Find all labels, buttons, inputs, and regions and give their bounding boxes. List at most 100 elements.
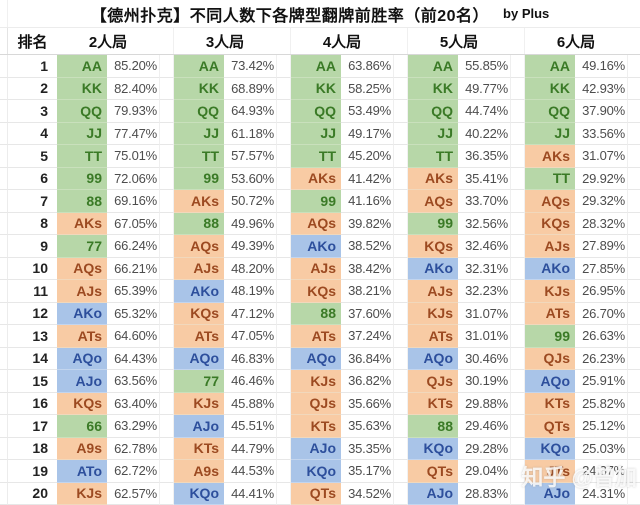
hand-cell: KQo [408, 437, 458, 460]
hand-cell: KK [57, 77, 107, 100]
table-row: 18 A9s 62.78% KTs 44.79% AJo 35.35% KQo 29.28% KQ… [0, 437, 640, 460]
winrate-cell: 37.90% [575, 100, 628, 123]
winrate-cell: 25.82% [575, 392, 628, 415]
winrate-cell: 32.56% [458, 212, 511, 235]
hand-cell: TT [174, 145, 224, 168]
hand-cell: 88 [408, 415, 458, 438]
hand-cell: 99 [291, 190, 341, 213]
winrate-cell: 41.16% [341, 190, 394, 213]
winrate-cell: 27.85% [575, 257, 628, 280]
hand-cell: AQo [174, 347, 224, 370]
column-separator [160, 145, 174, 168]
winrate-cell: 25.91% [575, 370, 628, 393]
left-gutter [0, 212, 8, 235]
rank-cell: 4 [8, 123, 57, 145]
winrate-cell: 25.12% [575, 415, 628, 438]
hand-cell: AQs [291, 212, 341, 235]
hand-cell: AQo [408, 347, 458, 370]
winrate-cell: 29.32% [575, 190, 628, 213]
column-separator [394, 145, 408, 168]
winrate-cell: 32.31% [458, 257, 511, 280]
rank-cell: 16 [8, 393, 57, 415]
column-separator [277, 325, 291, 348]
column-separator [511, 190, 525, 213]
column-separator [628, 78, 640, 100]
winrate-cell: 49.39% [224, 235, 277, 258]
winrate-cell: 64.43% [107, 347, 160, 370]
hand-cell: QQ [291, 100, 341, 123]
group-header-6人局: 6人局 [556, 33, 596, 51]
hand-cell: KK [525, 77, 575, 100]
column-separator [511, 257, 525, 280]
column-separator [628, 123, 640, 145]
column-separator [511, 212, 525, 235]
column-separator [511, 122, 525, 145]
winrate-cell: 64.60% [107, 325, 160, 348]
hand-cell: 99 [525, 325, 575, 348]
column-separator [277, 257, 291, 280]
hand-cell: AQs [174, 235, 224, 258]
column-separator [394, 325, 408, 348]
hand-cell: AJo [408, 482, 458, 505]
winrate-cell: 62.72% [107, 460, 160, 483]
column-separator [394, 437, 408, 460]
winrate-cell: 30.19% [458, 370, 511, 393]
winrate-cell: 37.60% [341, 302, 394, 325]
column-separator [160, 257, 174, 280]
hand-cell: AA [57, 55, 107, 78]
hand-cell: QQ [57, 100, 107, 123]
left-gutter [0, 370, 8, 393]
column-separator [394, 392, 408, 415]
hand-cell: 99 [57, 167, 107, 190]
left-gutter [0, 28, 8, 54]
hand-cell: QTs [291, 482, 341, 505]
winrate-cell: 85.20% [107, 55, 160, 78]
column-separator [511, 235, 525, 258]
column-separator [277, 460, 291, 483]
winrate-cell: 28.83% [458, 482, 511, 505]
column-separator [511, 55, 525, 78]
hand-cell: QJs [291, 392, 341, 415]
hand-cell: A9s [57, 437, 107, 460]
hand-cell: 77 [57, 235, 107, 258]
column-separator [628, 168, 640, 190]
hand-cell: KQs [57, 392, 107, 415]
column-separator [160, 437, 174, 460]
column-separator [511, 280, 525, 303]
winrate-cell: 66.21% [107, 257, 160, 280]
hand-cell: 88 [174, 212, 224, 235]
hand-cell: TT [525, 167, 575, 190]
hand-cell: TT [57, 145, 107, 168]
hand-cell: AA [174, 55, 224, 78]
winrate-cell: 31.07% [458, 302, 511, 325]
column-separator [277, 167, 291, 190]
left-gutter [0, 280, 8, 303]
column-separator [628, 55, 640, 78]
column-separator [160, 55, 174, 78]
winrate-cell: 63.40% [107, 392, 160, 415]
column-separator [394, 415, 408, 438]
winrate-cell: 45.88% [224, 392, 277, 415]
winrate-cell: 29.04% [458, 460, 511, 483]
table-row: 9 77 66.24% AQs 49.39% AKo 38.52% KQs 32.46% AJs 2… [0, 235, 640, 258]
left-gutter [0, 392, 8, 415]
winrate-cell: 44.41% [224, 482, 277, 505]
table-row: 13 ATs 64.60% ATs 47.05% ATs 37.24% ATs 31.01% 99… [0, 325, 640, 348]
rank-column-header: 排名 [17, 33, 48, 51]
column-separator [160, 302, 174, 325]
winrate-cell: 63.29% [107, 415, 160, 438]
winrate-cell: 48.20% [224, 257, 277, 280]
hand-cell: AQs [57, 257, 107, 280]
rank-cell: 8 [8, 213, 57, 235]
winrate-cell: 47.12% [224, 302, 277, 325]
hand-cell: ATs [525, 302, 575, 325]
winrate-cell: 82.40% [107, 77, 160, 100]
winrate-cell: 39.82% [341, 212, 394, 235]
rank-cell: 5 [8, 145, 57, 168]
table-row: 20 KJs 62.57% KQo 44.41% QTs 34.52% AJo 28.83% AJ… [0, 482, 640, 505]
winrate-cell: 35.17% [341, 460, 394, 483]
winrate-cell: 33.56% [575, 122, 628, 145]
column-separator [628, 483, 640, 505]
winrate-cell: 37.24% [341, 325, 394, 348]
hand-cell: AKs [174, 190, 224, 213]
